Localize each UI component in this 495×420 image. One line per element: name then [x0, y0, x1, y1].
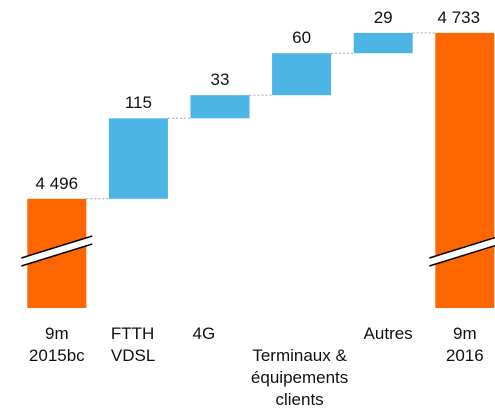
- axis-break: [21, 236, 93, 266]
- axis-break: [429, 237, 495, 266]
- x-tick-label: FTTH VDSL: [110, 324, 156, 365]
- value-label: 33: [210, 70, 230, 90]
- axis-break-line: [429, 244, 495, 267]
- value-label: 4 733: [437, 7, 481, 27]
- value-label: 4 496: [35, 173, 79, 193]
- bar: [353, 32, 413, 54]
- x-tick-label: 4G: [192, 324, 216, 343]
- value-label: 29: [373, 7, 393, 27]
- x-tick-label: 9m 2015bc: [28, 324, 85, 365]
- bar: [190, 95, 250, 119]
- x-tick-label: Terminaux & équipements clients: [250, 346, 349, 409]
- axis-break-line: [429, 236, 495, 259]
- bar: [272, 53, 332, 96]
- axis-break-line: [21, 243, 93, 267]
- axis-break-line: [21, 235, 93, 259]
- x-tick-label: 9m 2016: [445, 324, 484, 365]
- bar: [435, 32, 495, 309]
- value-label: 115: [124, 93, 152, 113]
- value-label: 60: [292, 28, 312, 48]
- x-tick-label: Autres: [363, 324, 413, 343]
- bar: [108, 118, 168, 199]
